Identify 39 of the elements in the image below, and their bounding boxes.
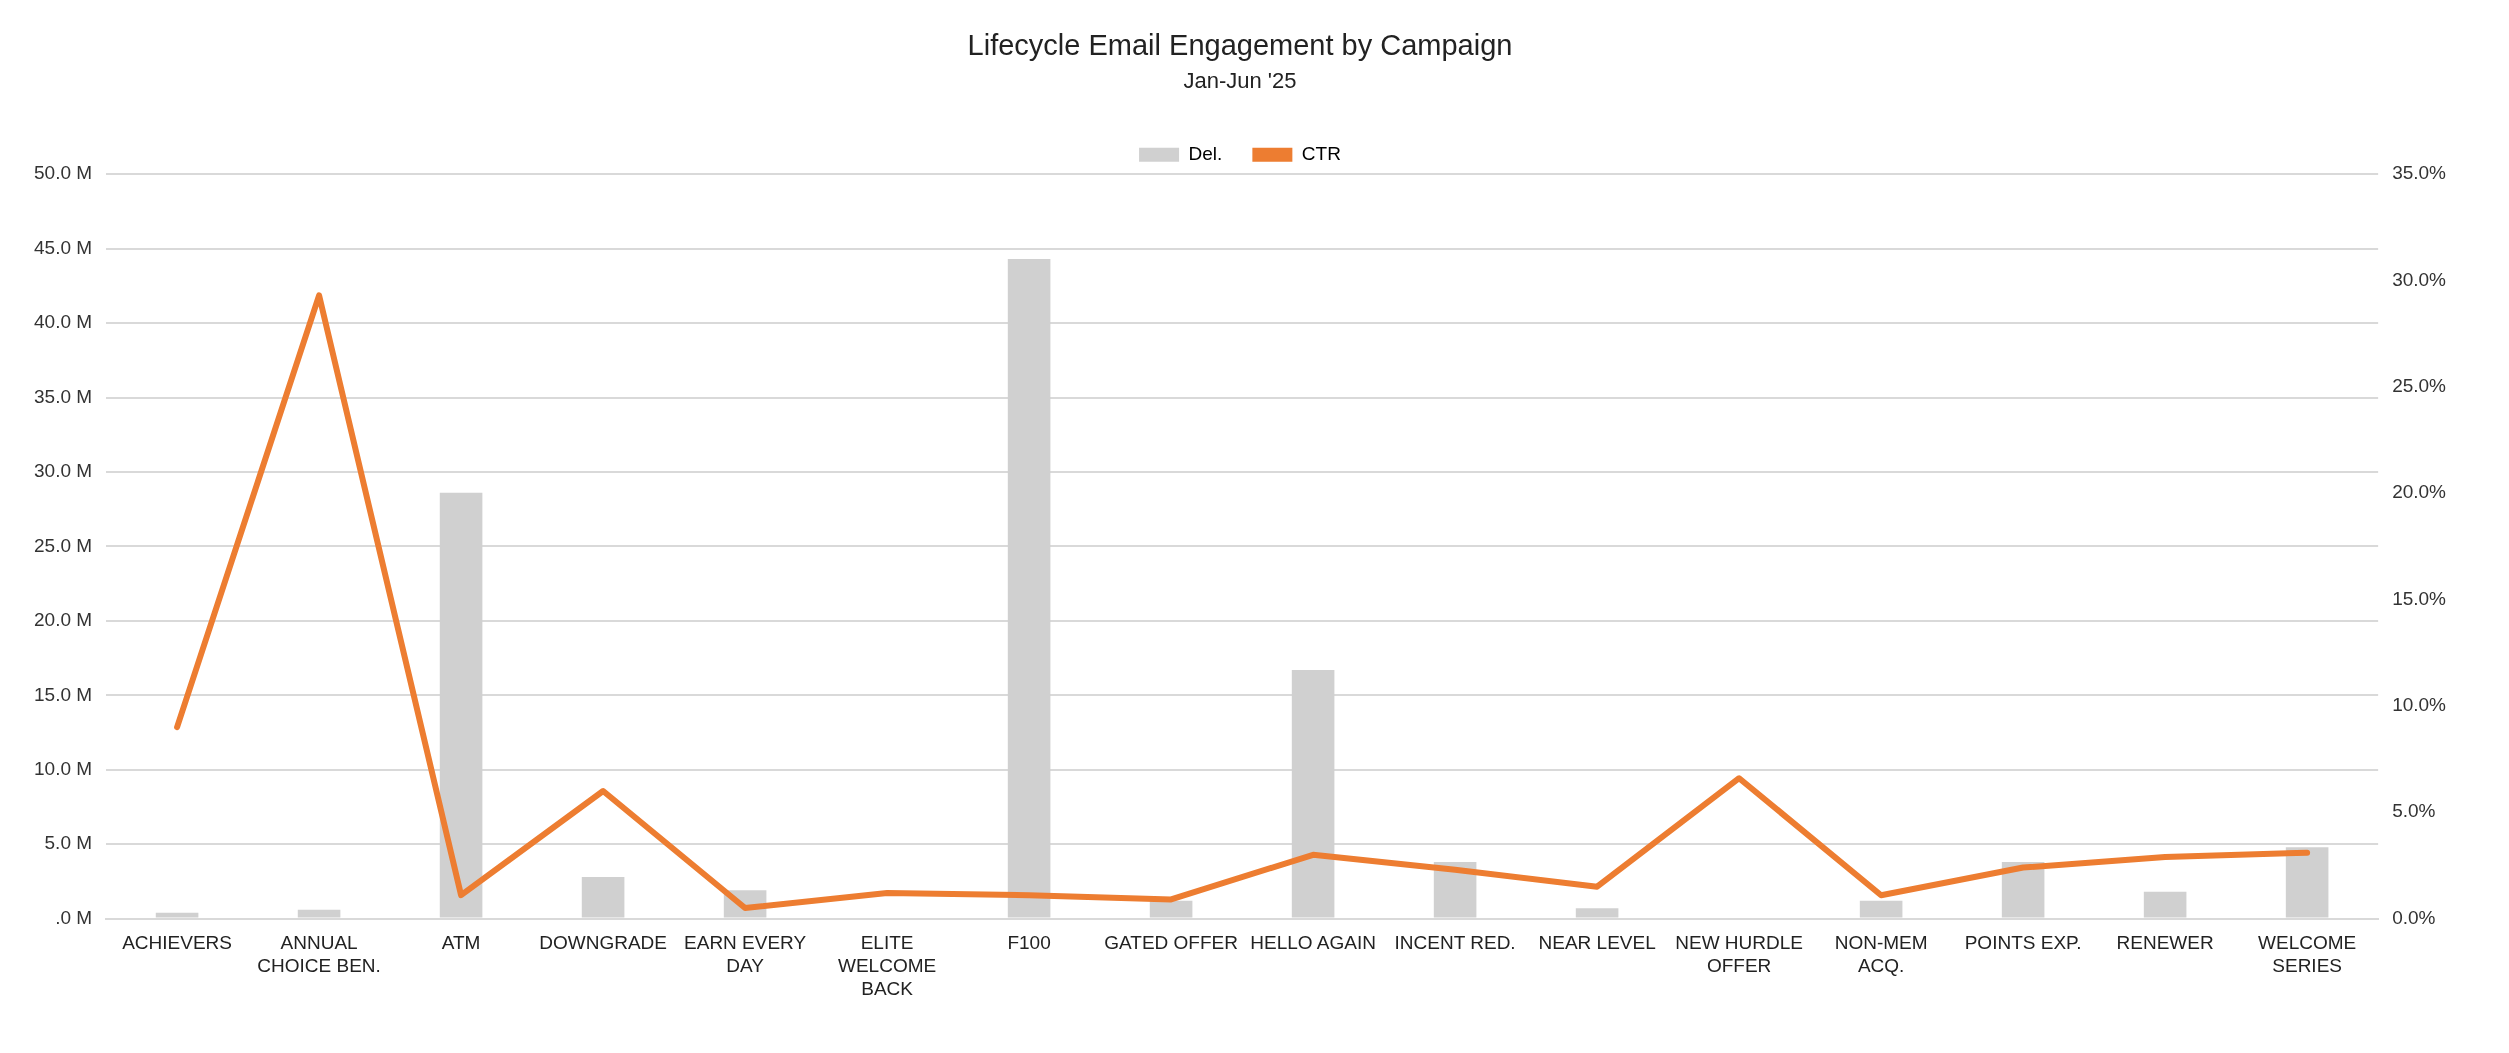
y-tick-label: 25.0 M xyxy=(33,534,93,556)
y-tick-label: 10.0 M xyxy=(33,757,93,779)
y-tick-label: 40.0 M xyxy=(33,311,93,333)
y2-tick-label: 30.0% xyxy=(2392,268,2447,290)
y-tick-label: 30.0 M xyxy=(33,460,93,482)
y2-tick-label: 20.0% xyxy=(2392,481,2447,503)
y-tick-label: 50.0 M xyxy=(33,162,93,184)
x-tick-label: NON-MEM ACQ. xyxy=(1834,932,1928,977)
x-tick-label: EARN EVERY DAY xyxy=(684,932,807,977)
legend-label: CTR xyxy=(1301,142,1341,164)
y-tick-label: 35.0 M xyxy=(33,385,93,407)
y2-tick-label: 5.0% xyxy=(2392,800,2436,822)
chart-title: Lifecycle Email Engagement by Campaign xyxy=(967,29,1513,62)
y2-tick-label: 0.0% xyxy=(2392,906,2436,928)
y2-tick-label: 10.0% xyxy=(2392,694,2447,716)
x-tick-label: HELLO AGAIN xyxy=(1250,932,1376,954)
y-tick-label: 15.0 M xyxy=(33,683,93,705)
x-tick-label: F100 xyxy=(1007,932,1051,954)
x-tick-label: NEAR LEVEL xyxy=(1538,932,1656,954)
y-tick-label: 45.0 M xyxy=(33,236,93,258)
y-tick-label: 5.0 M xyxy=(44,832,93,854)
x-tick-label: INCENT RED. xyxy=(1394,932,1516,954)
x-tick-label: WELCOME SERIES xyxy=(2258,932,2357,977)
x-tick-label: ANNUAL CHOICE BEN. xyxy=(257,932,381,977)
y-tick-label: 20.0 M xyxy=(33,609,93,631)
x-tick-label: POINTS EXP. xyxy=(1964,932,2082,954)
x-tick-label: ACHIEVERS xyxy=(122,932,232,954)
x-tick-label: DOWNGRADE xyxy=(539,932,667,954)
x-tick-label: NEW HURDLE OFFER xyxy=(1675,932,1803,977)
chart-subtitle: Jan-Jun '25 xyxy=(1183,68,1297,94)
y2-tick-label: 25.0% xyxy=(2392,375,2447,397)
x-tick-label: GATED OFFER xyxy=(1104,932,1238,954)
y2-tick-label: 35.0% xyxy=(2392,162,2447,184)
x-tick-label: ATM xyxy=(441,932,481,954)
y2-tick-label: 15.0% xyxy=(2392,587,2447,609)
y-tick-label: .0 M xyxy=(55,906,93,928)
legend-label: Del. xyxy=(1188,142,1223,164)
x-tick-label: ELITE WELCOME BACK xyxy=(838,932,937,999)
x-tick-label: RENEWER xyxy=(2116,932,2214,954)
